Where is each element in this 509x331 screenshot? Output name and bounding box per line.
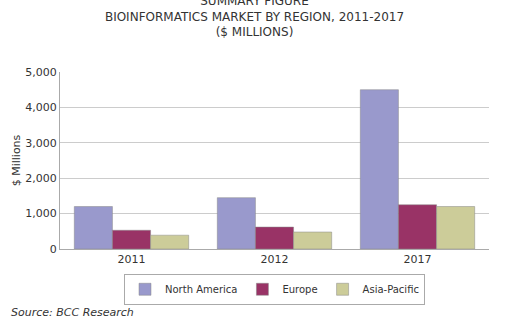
svg-text:North America: North America [165, 284, 237, 295]
svg-text:Source: BCC Research: Source: BCC Research [11, 306, 134, 319]
svg-text:5,000: 5,000 [25, 66, 57, 79]
svg-text:2012: 2012 [261, 253, 289, 266]
svg-text:SUMMARY FIGUREBIOINFORMATICS M: SUMMARY FIGUREBIOINFORMATICS MARKET BY R… [105, 0, 404, 39]
svg-text:4,000: 4,000 [25, 101, 57, 114]
svg-text:Asia-Pacific: Asia-Pacific [363, 284, 419, 295]
svg-text:Europe: Europe [282, 284, 317, 295]
svg-text:$ Millions: $ Millions [10, 134, 23, 186]
svg-text:2017: 2017 [404, 253, 432, 266]
svg-text:3,000: 3,000 [25, 137, 57, 150]
svg-text:2,000: 2,000 [25, 172, 57, 185]
svg-text:0: 0 [50, 243, 57, 256]
svg-text:2011: 2011 [118, 253, 146, 266]
svg-text:1,000: 1,000 [25, 207, 57, 220]
